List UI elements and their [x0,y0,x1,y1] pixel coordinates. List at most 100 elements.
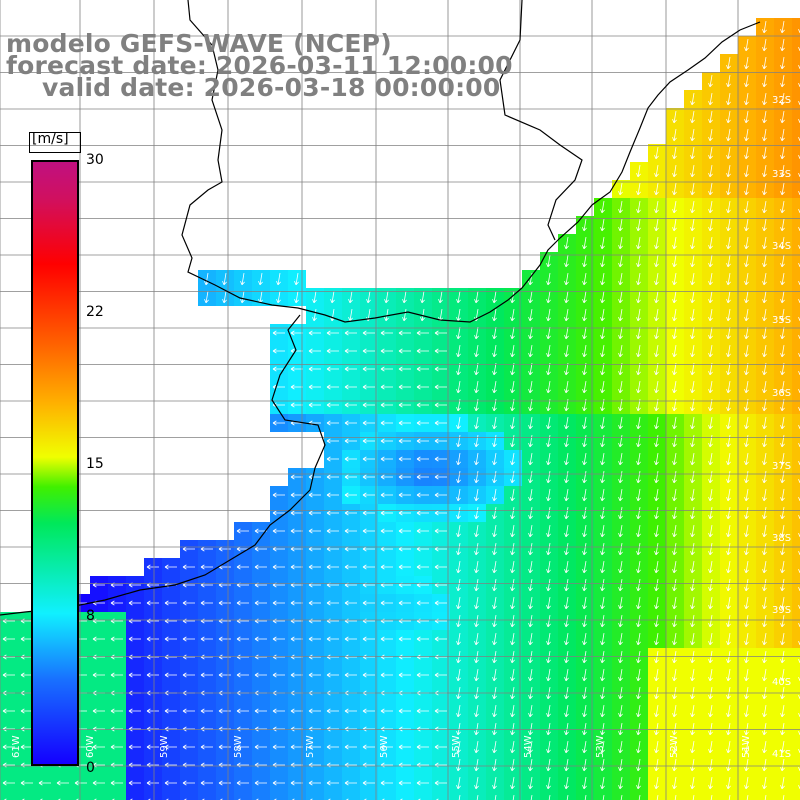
wind-arrow [510,291,515,304]
wind-arrow [564,255,569,268]
wind-arrow [744,201,749,214]
wind-arrow [326,600,339,606]
wind-arrow [746,795,749,800]
wind-arrow [780,705,785,718]
wind-arrow [476,795,479,800]
wind-arrow [398,672,411,678]
wind-arrow [708,777,713,790]
wind-arrow [546,525,551,538]
wind-arrow [420,291,425,304]
wind-arrow [218,636,231,642]
wind-arrow [620,795,623,800]
wind-arrow [200,780,213,786]
wind-arrow [182,636,195,642]
colorbar-tick-8: 8 [86,608,95,624]
wind-arrow [690,111,695,124]
wind-arrow [326,420,339,426]
wind-arrow [474,489,479,502]
wind-arrow [146,636,159,642]
wind-arrow [326,528,339,534]
wind-cell [18,792,36,800]
wind-arrow [456,651,461,664]
wind-arrow [434,330,447,336]
wind-arrow [654,579,659,592]
wind-arrow [492,327,497,340]
wind-arrow [654,219,659,232]
wind-arrow [492,453,497,466]
wind-arrow [762,93,767,106]
wind-arrow [618,435,623,448]
wind-arrow [744,363,749,376]
wind-arrow [474,651,479,664]
wind-arrow [254,744,267,750]
wind-arrow [456,345,461,358]
wind-arrow [416,474,429,480]
wind-arrow [690,579,695,592]
wind-arrow [600,201,605,214]
wind-arrow [474,615,479,628]
wind-arrow [672,597,677,610]
wind-arrow [564,435,569,448]
wind-arrow [708,615,713,628]
wind-arrow [528,309,533,322]
wind-arrow [474,705,479,718]
wind-arrow [726,219,731,232]
wind-arrow [690,759,695,772]
wind-cell [594,792,612,800]
wind-arrow [690,273,695,286]
wind-arrow [582,291,587,304]
wind-arrow [380,744,393,750]
wind-arrow [416,708,429,714]
wind-arrow [762,669,767,682]
wind-arrow [672,723,677,736]
wind-cell [792,738,800,756]
wind-arrow [20,780,33,786]
wind-arrow [654,381,659,394]
wind-arrow [672,363,677,376]
wind-arrow [636,489,641,502]
wind-arrow [762,201,767,214]
wind-arrow [344,600,357,606]
wind-arrow [744,147,749,160]
wind-arrow [348,291,353,304]
wind-arrow [708,291,713,304]
wind-arrow [726,435,731,448]
wind-arrow [272,348,285,354]
wind-arrow [528,291,533,304]
wind-arrow [312,291,317,304]
wind-arrow [272,564,285,570]
wind-arrow [744,777,749,790]
wind-arrow [366,291,371,304]
wind-cell [486,792,504,800]
wind-arrow [2,672,15,678]
wind-arrow [362,564,375,570]
wind-arrow [272,420,285,426]
wind-arrow [582,237,587,250]
wind-cell [792,774,800,792]
wind-arrow [474,759,479,772]
wind-arrow [762,453,767,466]
wind-cell [792,144,800,162]
wind-arrow [618,471,623,484]
wind-arrow [564,345,569,358]
wind-arrow [654,201,659,214]
wind-arrow [708,273,713,286]
wind-arrow [582,561,587,574]
wind-arrow [416,348,429,354]
wind-arrow [656,795,659,800]
map-title: modelo GEFS-WAVE (NCEP) [6,29,392,58]
wind-arrow [456,633,461,646]
wind-arrow [600,489,605,502]
wind-arrow [672,651,677,664]
wind-arrow [110,780,123,786]
wind-arrow [564,327,569,340]
wind-arrow [780,759,785,772]
wind-arrow [546,309,551,322]
wind-arrow [672,219,677,232]
wind-arrow [290,384,303,390]
wind-arrow [690,723,695,736]
wind-arrow [348,309,353,322]
wind-arrow [566,795,569,800]
wind-arrow [344,510,357,516]
wind-arrow [200,672,213,678]
